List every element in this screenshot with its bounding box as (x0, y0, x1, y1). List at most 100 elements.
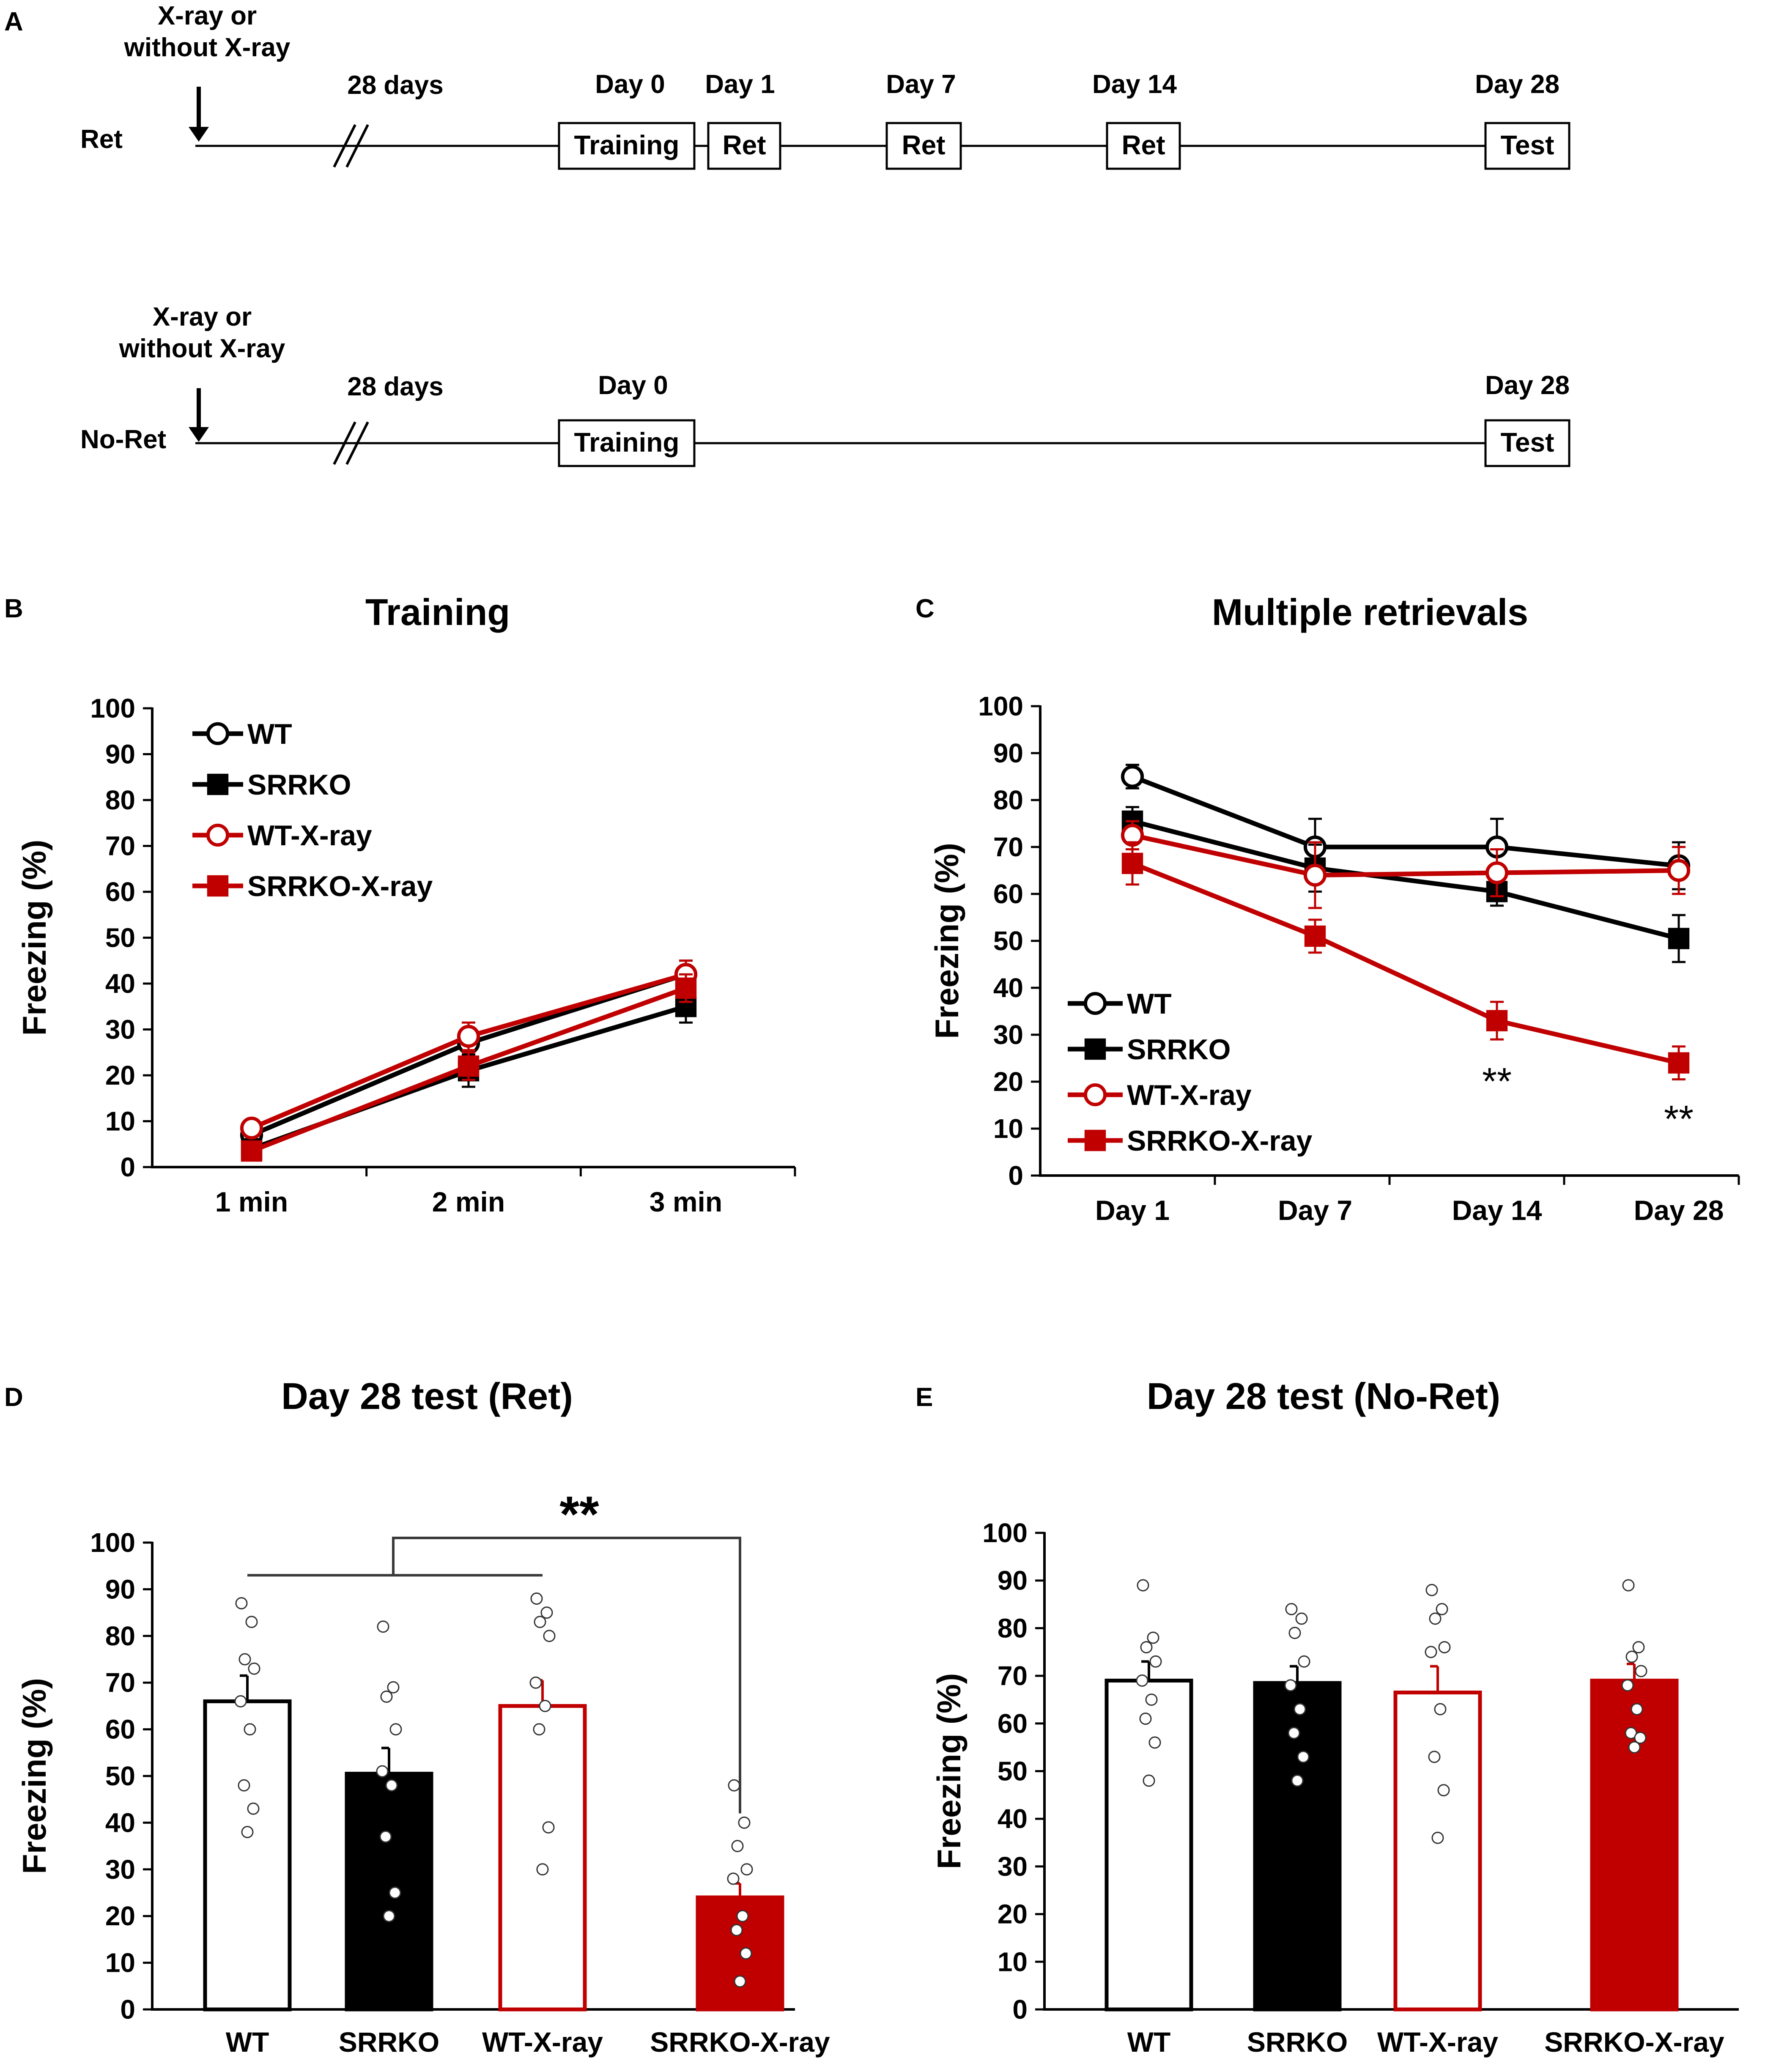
x-tick-label: Day 7 (1278, 1195, 1352, 1226)
x-tick-label: WT (1127, 2026, 1171, 2058)
bar-group-srrko-x-ray (696, 1779, 784, 2012)
y-tick-label: 100 (978, 691, 1023, 721)
series-srrko-x-ray (1121, 841, 1690, 1080)
data-point (740, 1947, 752, 1960)
data-point (379, 1831, 392, 1843)
data-point (1145, 1693, 1158, 1706)
bar-group-srrko (1253, 1603, 1342, 2012)
data-point (385, 1779, 398, 1792)
series-srrko (1121, 806, 1690, 963)
series-marker (1083, 992, 1107, 1015)
y-tick-label: 90 (105, 739, 135, 770)
y-tick-label: 90 (993, 738, 1023, 768)
data-point (245, 1616, 258, 1628)
data-point (1140, 1641, 1153, 1653)
series-srrko-x-ray (241, 973, 697, 1162)
y-tick-label: 20 (993, 1066, 1023, 1097)
data-point (1429, 1612, 1442, 1625)
data-point (1425, 1646, 1437, 1658)
timeline-noret-box (558, 419, 696, 467)
timeline-ret-xray-line2: without X-ray (124, 33, 291, 62)
data-point (383, 1910, 395, 1922)
timeline-noret-day-label: Day 0 (598, 371, 668, 400)
data-point (238, 1779, 250, 1792)
panel-b-label: B (4, 594, 23, 623)
x-tick-label: Day 28 (1634, 1195, 1724, 1226)
charts-layer: Training Freezing (%) 0 10 20 30 40 50 60 70 80 90 1… (16, 591, 1740, 2058)
timeline-noret-arrowhead (189, 427, 209, 442)
y-tick-label: 10 (105, 1106, 135, 1137)
chart-e: Day 28 test (No-Ret) Freezing (%) 0 10 20 30 4… (930, 1375, 1739, 2058)
data-point (377, 1620, 389, 1633)
series-line (1132, 819, 1680, 941)
y-tick-label: 30 (105, 1854, 135, 1885)
legend-label: WT (247, 718, 292, 750)
timeline-ret-box (707, 122, 781, 170)
y-tick-label: 30 (993, 1020, 1023, 1050)
y-tick-label: 30 (998, 1851, 1028, 1882)
chart-b: Training Freezing (%) 0 10 20 30 40 50 60 70 80 90 1… (16, 591, 796, 1217)
series-marker (1084, 1129, 1106, 1151)
timeline-ret-box (1106, 122, 1181, 170)
y-tick-label: 50 (998, 1756, 1028, 1787)
series-line (1131, 861, 1680, 1065)
timeline-noret-xray-line2: without X-ray (119, 334, 285, 363)
timeline-ret-break-2 (345, 124, 369, 168)
bar-group-wt (203, 1597, 292, 2012)
data-point (244, 1723, 256, 1736)
y-tick-label: 20 (998, 1899, 1028, 1929)
significance-annotation: ** (559, 1486, 599, 1543)
data-point (1137, 1579, 1149, 1592)
legend-label: WT-X-ray (1127, 1079, 1252, 1111)
data-point (734, 1975, 746, 1988)
data-point (738, 1816, 751, 1829)
data-point (736, 1910, 749, 1922)
bar-group-srrko (345, 1620, 433, 2012)
data-point (1425, 1584, 1438, 1596)
series-marker (1668, 1052, 1690, 1074)
timeline-noret-gap-label: 28 days (347, 372, 444, 401)
timeline-ret-box (885, 122, 962, 170)
x-tick-label: 2 min (432, 1186, 505, 1217)
bar-group-wt-x-ray (498, 1592, 587, 2012)
data-point (241, 1825, 254, 1838)
data-point (1148, 1736, 1161, 1749)
significance-annotation: ** (1482, 1061, 1512, 1103)
data-point (1632, 1641, 1645, 1653)
data-point (1295, 1612, 1308, 1625)
series-marker (241, 1140, 263, 1162)
legend: WT SRRKO WT-X-ray SRRKO-X-ray (1068, 988, 1312, 1157)
data-point (247, 1802, 260, 1815)
legend: WT SRRKO WT-X-ray SRRKO-X-ray (192, 718, 433, 902)
data-point (1284, 1679, 1297, 1692)
chart-title: Day 28 test (No-Ret) (1147, 1375, 1500, 1417)
y-tick-label: 50 (105, 1761, 135, 1791)
data-point (1437, 1784, 1450, 1797)
data-point (234, 1695, 247, 1707)
significance-annotation: ** (1664, 1098, 1694, 1140)
y-tick-label: 10 (998, 1946, 1028, 1977)
timeline-noret-xray-line1: X-ray or (153, 302, 252, 332)
data-point (1434, 1703, 1447, 1716)
data-point (1147, 1631, 1159, 1644)
bar (498, 1704, 587, 2012)
data-point (1431, 1831, 1444, 1844)
y-tick-label: 90 (998, 1565, 1028, 1596)
x-tick-label: WT-X-ray (482, 2026, 603, 2058)
data-point (1149, 1655, 1162, 1668)
data-point (740, 1863, 753, 1876)
y-tick-label: 10 (105, 1948, 135, 1978)
data-point (1297, 1751, 1310, 1763)
series-marker (1121, 765, 1144, 788)
legend-label: SRRKO (247, 769, 351, 801)
y-tick-label: 80 (105, 785, 135, 815)
legend-label: WT (1127, 988, 1172, 1020)
timeline-ret-day-label: Day 0 (595, 70, 665, 99)
y-tick-label: 100 (982, 1518, 1028, 1548)
data-point (727, 1872, 740, 1885)
timeline-ret-label: Ret (80, 125, 123, 154)
x-tick-label: SRRKO-X-ray (1544, 2026, 1724, 2058)
bar (1105, 1678, 1193, 2012)
data-point (1631, 1703, 1643, 1716)
